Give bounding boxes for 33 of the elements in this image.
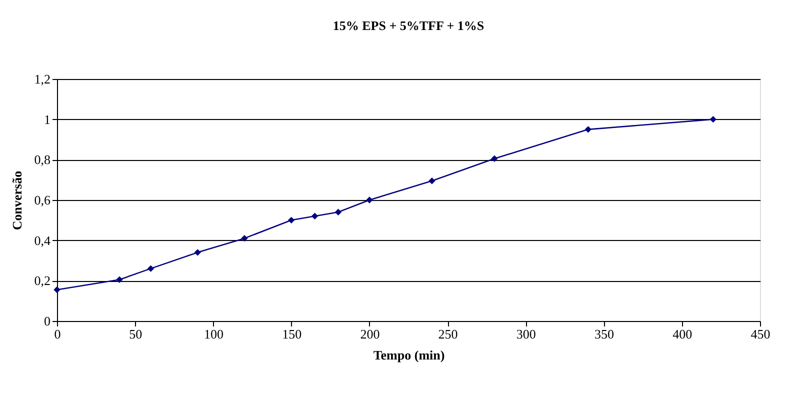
x-tick-label: 200 — [360, 326, 380, 342]
point — [311, 212, 318, 220]
chart-title: 15% EPS + 5%TFF + 1%S — [332, 18, 484, 33]
x-tick-label: 400 — [672, 326, 692, 342]
point — [491, 155, 498, 162]
point — [428, 177, 436, 184]
x-tick-label: 250 — [438, 326, 458, 342]
point — [710, 116, 716, 123]
y-axis-title: Conversão — [9, 170, 24, 230]
point — [147, 265, 154, 272]
y-tick-label: 0,8 — [34, 152, 50, 168]
point — [54, 286, 60, 294]
x-tick-label: 0 — [54, 326, 61, 342]
point — [194, 249, 201, 256]
x-tick-label: 450 — [750, 326, 770, 342]
point — [584, 126, 592, 133]
point — [334, 208, 342, 216]
x-tick-label: 100 — [204, 326, 224, 342]
y-tick-label: 1 — [44, 112, 50, 127]
y-tick-label: 0,4 — [34, 232, 51, 248]
x-tick-label: 350 — [594, 326, 614, 342]
point — [288, 216, 295, 224]
x-tick-label: 50 — [129, 326, 142, 342]
x-tick-label: 150 — [282, 326, 302, 342]
point — [241, 234, 248, 242]
y-tick-label: 1,2 — [34, 72, 50, 86]
y-tick-label: 0 — [44, 314, 50, 328]
point — [366, 196, 373, 204]
x-tick-label: 300 — [516, 326, 536, 342]
y-tick-label: 0,2 — [34, 273, 50, 288]
x-axis-title: Tempo (min) — [373, 348, 445, 362]
y-tick-label: 0,6 — [34, 192, 51, 208]
point — [116, 276, 123, 284]
